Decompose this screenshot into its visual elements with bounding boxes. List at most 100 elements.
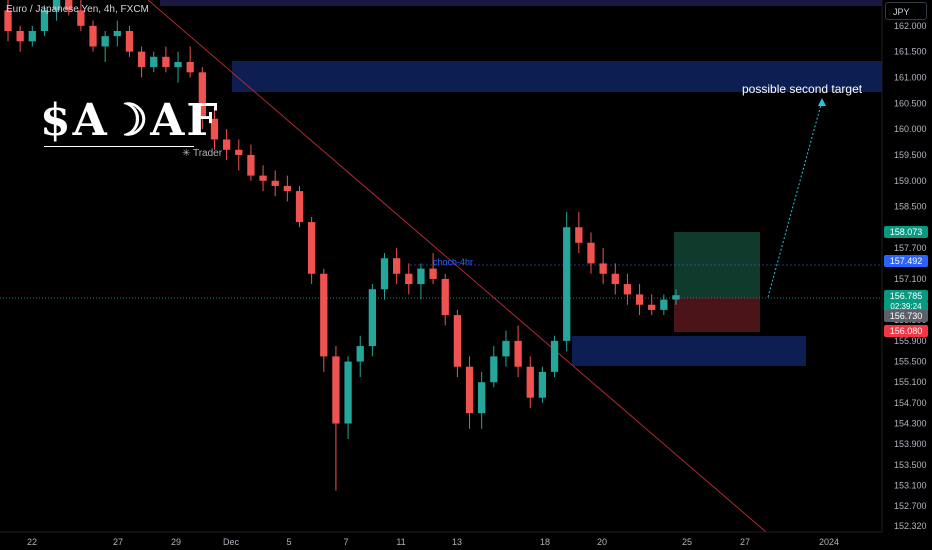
y-axis-ticks: 162.000 161.500 161.000 160.500 160.000 159.5…: [894, 21, 927, 531]
candle-down: [465, 366, 474, 414]
y-tick-label: 155.900: [894, 336, 927, 346]
loss-zone: [674, 298, 760, 332]
candle-up: [478, 382, 486, 414]
y-tick-label: 157.100: [894, 274, 927, 284]
candle-up: [538, 371, 547, 398]
projection-arrowhead: [818, 98, 826, 106]
x-tick-label: 11: [396, 537, 405, 547]
candle-up: [356, 346, 364, 362]
candle-down: [405, 273, 413, 285]
candle-down: [16, 30, 24, 42]
candle-down: [453, 315, 462, 367]
candle-up: [380, 258, 389, 290]
countdown-tag: 02:39:24: [884, 301, 928, 312]
candle-up: [113, 30, 121, 37]
candle-down: [137, 51, 146, 68]
candle-down: [635, 294, 644, 305]
candle-up: [344, 361, 352, 424]
candle-up: [672, 295, 680, 300]
x-tick-label: Dec: [223, 537, 240, 547]
projection-line: [767, 100, 823, 298]
candle-down: [648, 304, 656, 310]
y-tick-label: 161.000: [894, 72, 927, 82]
tp-price-tag: 158.073: [884, 226, 928, 238]
logo-text: $A☽AF: [40, 95, 220, 146]
candle-down: [320, 273, 328, 357]
candle-up: [174, 61, 182, 68]
candle-down: [623, 284, 632, 295]
watermark-logo: $A☽AF ✳ Trader: [40, 96, 240, 166]
candle-up: [417, 268, 425, 285]
y-tick-label: 155.500: [894, 357, 927, 367]
y-tick-label: 160.000: [894, 124, 927, 134]
candle-down: [599, 263, 607, 274]
candle-up: [490, 356, 498, 383]
candle-up: [40, 10, 49, 31]
x-tick-label: 29: [171, 537, 181, 547]
logo-divider: [44, 146, 194, 147]
candle-up: [28, 30, 36, 42]
candle-down: [441, 278, 449, 316]
candle-down: [125, 30, 134, 52]
x-tick-label: 5: [286, 537, 291, 547]
y-tick-label: 161.500: [894, 47, 927, 57]
candle-down: [259, 175, 267, 181]
candle-down: [332, 356, 340, 424]
candle-up: [52, 0, 61, 11]
y-tick-label: 158.500: [894, 202, 927, 212]
x-tick-label: 18: [540, 537, 550, 547]
candle-down: [235, 149, 243, 155]
x-tick-label: 27: [740, 537, 750, 547]
candle-up: [502, 340, 510, 357]
y-tick-label: 162.000: [894, 21, 927, 31]
second-target-label: possible second target: [742, 82, 863, 96]
candle-down: [247, 154, 255, 176]
y-tick-label: 159.000: [894, 176, 927, 186]
y-tick-label: 154.300: [894, 419, 927, 429]
candle-down: [186, 61, 194, 73]
y-tick-label: 157.700: [894, 243, 927, 253]
candle-down: [393, 258, 401, 274]
blue-level-tag: 157.492: [884, 255, 928, 267]
candle-down: [77, 10, 85, 26]
candle-up: [368, 289, 377, 347]
candle-down: [222, 139, 231, 150]
candle-down: [611, 273, 619, 285]
candle-down: [198, 72, 206, 119]
candle-down: [514, 340, 522, 367]
x-tick-label: 13: [452, 537, 462, 547]
x-tick-label: 7: [343, 537, 348, 547]
candle-down: [575, 227, 583, 243]
x-tick-label: 22: [27, 537, 37, 547]
supply-zone: [232, 61, 882, 92]
candle-down: [162, 56, 170, 68]
candle-down: [283, 185, 291, 192]
candle-down: [429, 268, 437, 279]
currency-button[interactable]: JPY: [885, 2, 927, 20]
candles-group: [4, 0, 680, 491]
y-tick-label: 155.100: [894, 377, 927, 387]
profit-zone: [674, 232, 760, 298]
candle-down: [210, 118, 219, 140]
demand-zone: [572, 336, 806, 366]
y-tick-label: 153.900: [894, 439, 927, 449]
y-tick-label: 153.500: [894, 460, 927, 470]
y-tick-label: 159.500: [894, 150, 927, 160]
x-tick-label: 20: [597, 537, 607, 547]
candle-up: [150, 56, 158, 68]
candle-down: [295, 191, 304, 223]
candle-down: [307, 222, 316, 274]
candle-down: [89, 25, 97, 47]
x-tick-label: 2024: [819, 537, 839, 547]
y-tick-label: 153.100: [894, 481, 927, 491]
candle-down: [271, 180, 279, 186]
x-tick-label: 27: [113, 537, 123, 547]
candle-down: [587, 242, 595, 264]
sl-price-tag: 156.080: [884, 325, 928, 337]
candle-down: [4, 10, 12, 31]
candle-down: [526, 366, 534, 398]
y-tick-label: 152.700: [894, 501, 927, 511]
entry-price-tag: 156.730: [884, 310, 928, 322]
candle-up: [550, 340, 559, 372]
